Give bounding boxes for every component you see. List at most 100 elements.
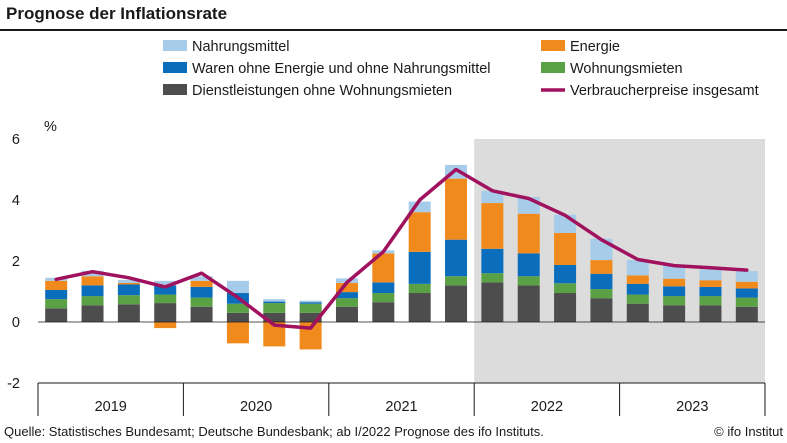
y-unit-label: % [44,119,57,135]
bar-segment [481,190,504,204]
bar-segment [554,232,577,265]
bar-segment [445,178,468,240]
bar-segment [117,284,140,296]
legend-swatch [541,40,565,51]
legend-label: Nahrungsmittel [192,39,290,55]
bar-segment [626,303,649,322]
bar-segment [408,201,431,213]
bar-segment [372,282,395,294]
bar-segment [154,285,177,295]
y-tick-label: -2 [7,376,20,392]
y-tick-label: 4 [12,193,20,209]
legend-swatch [541,62,565,73]
x-axis: 2019 2020 2021 2022 2023 [37,382,766,416]
bar-segment [663,296,686,306]
bar-segment [190,276,213,281]
chart-title: Prognose der Inflationsrate [6,4,228,23]
bar-segment [481,273,504,283]
cpi-line [54,167,749,330]
y-tick-label: 6 [12,132,20,148]
source-note: Quelle: Statistisches Bundesamt; Deutsch… [4,424,544,439]
bar-segment [117,282,140,285]
bar-segment [45,299,68,309]
bar-segment [81,270,104,277]
bar-segment [226,312,249,322]
bar-segment [626,294,649,304]
bar-segment [517,285,540,322]
legend-swatch [163,62,187,73]
bar-segment [590,273,613,290]
bar-segment [699,286,722,297]
inflation-chart: Nahrungsmittel Energie Waren ohne Energie … [7,39,766,416]
bar-segment [663,286,686,297]
bar-segment [699,296,722,306]
x-year-label: 2019 [95,399,127,415]
bar-segment [335,282,358,293]
bar-segment [517,276,540,286]
bar-segment [263,303,286,313]
bar-segment [372,302,395,322]
bar-segment [481,203,504,249]
bar-segment [626,260,649,276]
brand-note: © ifo Institut [714,424,783,439]
bar-segment [299,300,322,303]
bar-segment [445,276,468,286]
bar-segment [663,264,686,279]
x-year-label: 2020 [240,399,272,415]
bar-segment [372,293,395,303]
bar-segment [226,303,249,313]
bar-segment [335,306,358,322]
bar-segment [735,297,758,307]
bar-segment [226,280,249,294]
bar-segment [263,322,286,347]
bar-segment [626,275,649,284]
bar-segment [45,280,68,290]
bar-segment [154,303,177,322]
bar-segment [408,283,431,294]
cpi-series-line [54,167,749,330]
bar-segment [81,285,104,297]
bar-segment [554,264,577,284]
bar-segment [372,253,395,283]
bar-segment [590,298,613,322]
bar-segment [517,253,540,277]
bar-segment [481,248,504,274]
bar-segment [81,305,104,322]
bar-segment [263,312,286,322]
bar-segment [226,322,249,344]
bar-segment [626,283,649,295]
bar-segment [45,308,68,322]
bar-segment [190,280,213,287]
bar-segment [154,294,177,304]
y-tick-label: 2 [12,254,20,270]
bar-segment [263,299,286,302]
legend-label: Verbraucherpreise insgesamt [570,83,759,99]
bar-segment [190,286,213,298]
bar-segment [408,212,431,252]
bar-segment [117,295,140,305]
bar-segment [154,322,177,329]
bar-segment [590,289,613,299]
bar-segment [735,288,758,298]
bar-segment [299,302,322,304]
bar-segment [445,285,468,322]
bar-segment [190,297,213,307]
bar-segment [735,281,758,289]
bar-segment [117,304,140,322]
bar-segment [154,280,177,286]
bar-segment [699,280,722,287]
bar-segment [554,293,577,322]
title-rule [0,29,787,31]
bar-segment [445,239,468,277]
bar-segment [590,260,613,274]
bar-segment [517,213,540,254]
legend-label: Energie [570,39,620,55]
legend-label: Waren ohne Energie und ohne Nahrungsmitt… [192,61,491,77]
legend-swatch [163,84,187,95]
legend-swatch [163,40,187,51]
bar-segment [735,306,758,322]
bar-segment [699,305,722,322]
bar-segment [117,279,140,283]
bar-segment [335,292,358,299]
bar-segment [408,293,431,322]
